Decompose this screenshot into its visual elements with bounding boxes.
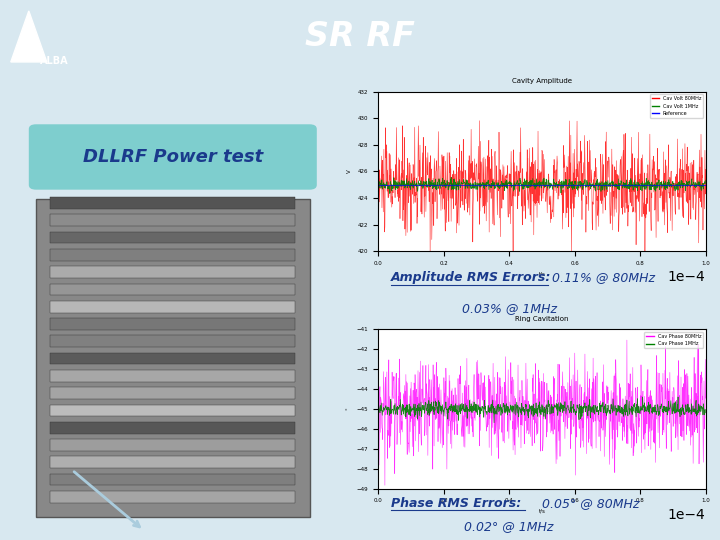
FancyBboxPatch shape bbox=[50, 353, 295, 364]
FancyBboxPatch shape bbox=[50, 318, 295, 330]
Title: Ring Cavitation: Ring Cavitation bbox=[515, 316, 569, 322]
X-axis label: t/s: t/s bbox=[539, 272, 545, 276]
FancyBboxPatch shape bbox=[50, 404, 295, 416]
Text: 0.02° @ 1MHz: 0.02° @ 1MHz bbox=[464, 521, 554, 534]
Text: 0.05° @ 80MHz: 0.05° @ 80MHz bbox=[541, 497, 639, 510]
Text: SR RF: SR RF bbox=[305, 20, 415, 53]
FancyBboxPatch shape bbox=[50, 249, 295, 261]
FancyBboxPatch shape bbox=[50, 301, 295, 313]
Y-axis label: V: V bbox=[347, 170, 352, 173]
X-axis label: t/s: t/s bbox=[539, 509, 545, 514]
FancyBboxPatch shape bbox=[50, 266, 295, 278]
FancyBboxPatch shape bbox=[50, 214, 295, 226]
Y-axis label: °: ° bbox=[346, 408, 351, 410]
FancyBboxPatch shape bbox=[50, 387, 295, 399]
FancyBboxPatch shape bbox=[36, 199, 310, 517]
FancyBboxPatch shape bbox=[29, 124, 317, 190]
Title: Cavity Amplitude: Cavity Amplitude bbox=[512, 78, 572, 84]
Text: 0.03% @ 1MHz: 0.03% @ 1MHz bbox=[462, 302, 557, 315]
FancyBboxPatch shape bbox=[50, 422, 295, 434]
Text: DLLRF Power test: DLLRF Power test bbox=[83, 148, 263, 166]
Text: 0.11% @ 80MHz: 0.11% @ 80MHz bbox=[552, 271, 654, 284]
FancyBboxPatch shape bbox=[50, 474, 295, 485]
Legend: Cav Phase 80MHz, Cav Phase 1MHz: Cav Phase 80MHz, Cav Phase 1MHz bbox=[644, 332, 703, 348]
Text: Tests at 75 kW: Tests at 75 kW bbox=[410, 118, 559, 136]
Text: Amplitude RMS Errors:: Amplitude RMS Errors: bbox=[391, 271, 552, 284]
FancyBboxPatch shape bbox=[50, 335, 295, 347]
FancyBboxPatch shape bbox=[50, 197, 295, 209]
FancyBboxPatch shape bbox=[50, 491, 295, 503]
FancyBboxPatch shape bbox=[50, 370, 295, 382]
FancyBboxPatch shape bbox=[50, 456, 295, 468]
FancyBboxPatch shape bbox=[50, 232, 295, 244]
Text: ALBA: ALBA bbox=[40, 56, 68, 66]
Polygon shape bbox=[11, 11, 47, 62]
FancyBboxPatch shape bbox=[50, 439, 295, 451]
Text: Phase RMS Errors:: Phase RMS Errors: bbox=[391, 497, 521, 510]
Legend: Cav Volt 80MHz, Cav Volt 1MHz, Reference: Cav Volt 80MHz, Cav Volt 1MHz, Reference bbox=[649, 94, 703, 118]
FancyBboxPatch shape bbox=[50, 284, 295, 295]
